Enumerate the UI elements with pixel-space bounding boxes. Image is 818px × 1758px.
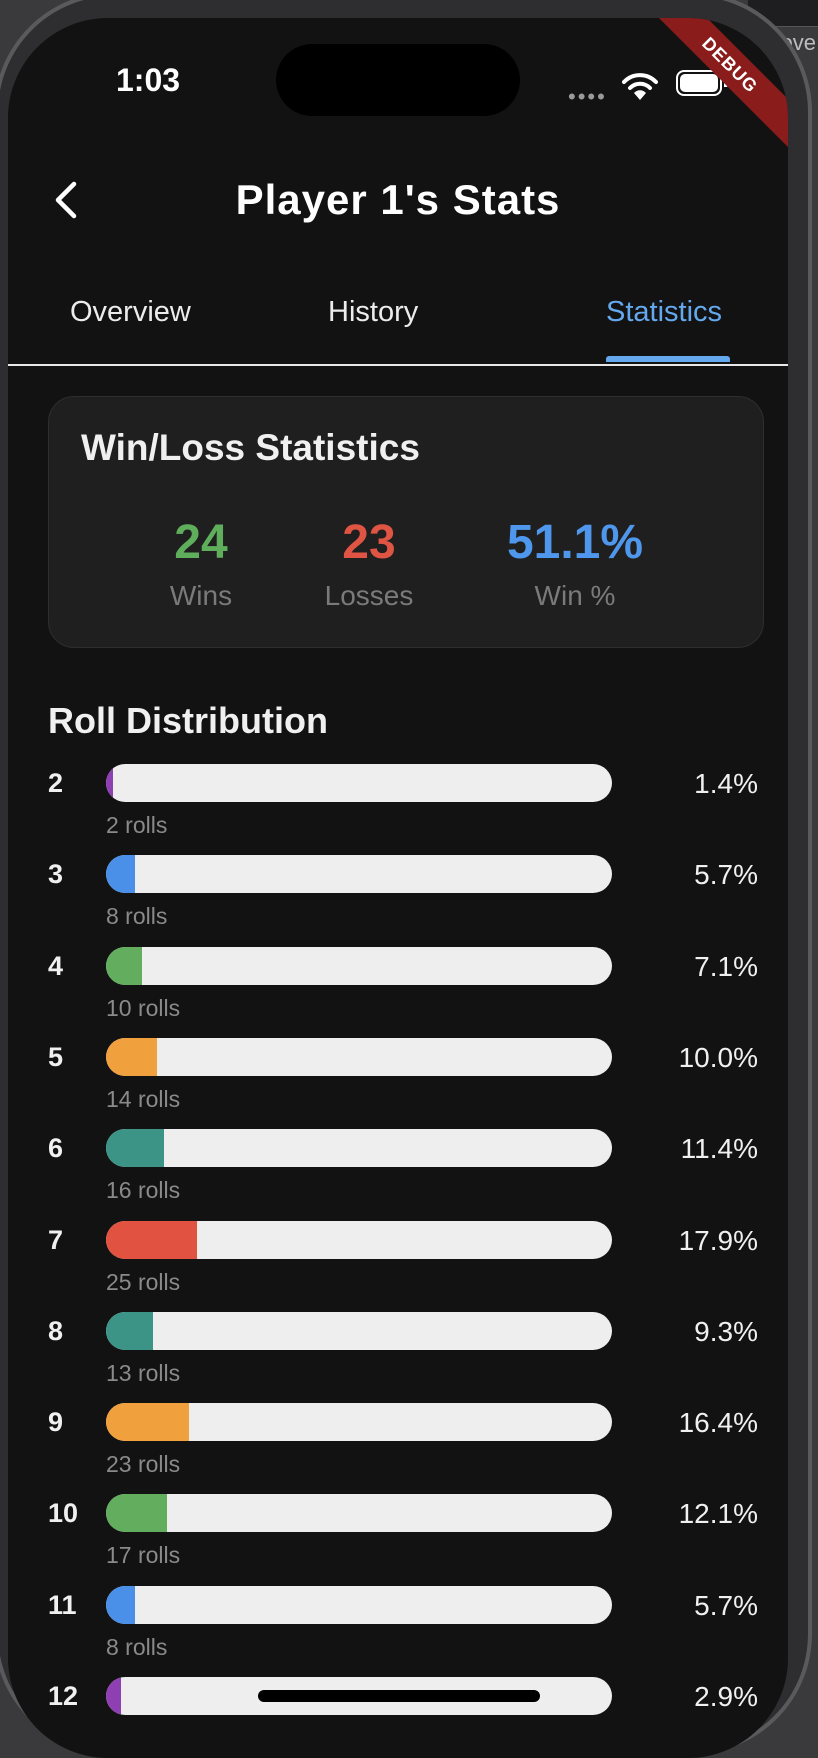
- roll-bar-fill: [106, 1585, 135, 1624]
- roll-number: 3: [48, 859, 64, 890]
- roll-row: 7 25 rolls 17.9%: [8, 1220, 788, 1311]
- roll-row: 2 2 rolls 1.4%: [8, 764, 788, 854]
- roll-bar-track: [106, 1311, 612, 1350]
- roll-bar-fill: [106, 1677, 121, 1715]
- win-pct-stat: 51.1% Win %: [475, 515, 675, 612]
- win-pct-label: Win %: [534, 580, 616, 611]
- roll-count: 23 rolls: [106, 1451, 181, 1478]
- roll-number: 12: [48, 1681, 79, 1711]
- tab-overview[interactable]: Overview: [70, 296, 191, 328]
- roll-row: 5 14 rolls 10.0%: [8, 1037, 788, 1128]
- roll-number: 6: [48, 1133, 64, 1164]
- card-title: Win/Loss Statistics: [81, 427, 420, 468]
- roll-bar-track: [106, 764, 612, 802]
- roll-percentage: 9.3%: [694, 1315, 758, 1347]
- wins-value: 24: [174, 516, 228, 569]
- roll-distribution-title: Roll Distribution: [48, 700, 328, 741]
- roll-bar-fill: [106, 1494, 168, 1533]
- roll-bar-track: [106, 1129, 612, 1168]
- roll-percentage: 2.9%: [694, 1681, 758, 1712]
- phone-screen: 1:03 •••• DEBUG Player 1's Stats Overvie…: [8, 18, 788, 1758]
- home-indicator[interactable]: [258, 1690, 540, 1702]
- losses-value: 23: [342, 516, 396, 569]
- roll-bar-fill: [106, 1037, 157, 1076]
- wins-stat: 24 Wins: [101, 515, 301, 612]
- debug-banner-label: DEBUG: [633, 18, 788, 162]
- roll-bar-fill: [106, 1311, 154, 1350]
- roll-percentage: 11.4%: [680, 1133, 758, 1165]
- roll-percentage: 7.1%: [694, 950, 758, 982]
- roll-bar-fill: [106, 764, 114, 802]
- roll-percentage: 12.1%: [678, 1498, 758, 1530]
- cellular-signal-icon: ••••: [568, 84, 607, 109]
- roll-percentage: 17.9%: [678, 1224, 758, 1256]
- losses-label: Losses: [324, 580, 414, 611]
- roll-row: 3 8 rolls 5.7%: [8, 855, 788, 945]
- roll-bar-track: [106, 1585, 612, 1624]
- roll-number: 2: [48, 768, 64, 798]
- roll-bar-track: [106, 1403, 612, 1442]
- app-bar: Player 1's Stats: [8, 148, 788, 248]
- roll-bar-track: [106, 1037, 612, 1076]
- roll-percentage: 16.4%: [678, 1407, 758, 1439]
- roll-percentage: 5.7%: [694, 859, 758, 891]
- roll-count: 8 rolls: [106, 1633, 168, 1660]
- tab-history[interactable]: History: [328, 296, 419, 328]
- roll-row: 6 16 rolls 11.4%: [8, 1129, 788, 1219]
- battery-icon: [676, 70, 722, 96]
- roll-count: 14 rolls: [106, 1085, 181, 1112]
- win-pct-value: 51.1%: [506, 516, 644, 569]
- roll-count: 8 rolls: [106, 903, 168, 930]
- tab-bar: Overview History Statistics: [8, 268, 788, 366]
- roll-count: 17 rolls: [106, 1542, 181, 1569]
- dynamic-island: [276, 44, 520, 116]
- wifi-icon: [622, 73, 658, 100]
- roll-row: 8 13 rolls 9.3%: [8, 1311, 788, 1402]
- back-arrow-icon[interactable]: [48, 180, 88, 220]
- roll-bar-track: [106, 855, 612, 894]
- status-time: 1:03: [116, 62, 181, 98]
- roll-percentage: 1.4%: [694, 768, 758, 799]
- wins-label: Wins: [169, 580, 233, 611]
- roll-count: 25 rolls: [106, 1268, 181, 1295]
- roll-bar-track: [106, 1220, 612, 1259]
- roll-number: 7: [48, 1224, 64, 1255]
- roll-number: 5: [48, 1041, 64, 1072]
- roll-percentage: 10.0%: [678, 1041, 758, 1073]
- losses-stat: 23 Losses: [269, 515, 469, 612]
- page-title: Player 1's Stats: [235, 176, 561, 223]
- roll-count: 10 rolls: [106, 994, 181, 1021]
- tab-indicator: [606, 356, 730, 362]
- win-loss-card: Win/Loss Statistics 24 Wins 23 Losses 51…: [48, 396, 764, 648]
- roll-number: 11: [48, 1589, 77, 1620]
- roll-row: 11 8 rolls 5.7%: [8, 1585, 788, 1676]
- roll-bar-fill: [106, 1403, 189, 1442]
- roll-number: 9: [48, 1407, 64, 1438]
- roll-bar-fill: [106, 1220, 197, 1259]
- roll-number: 4: [48, 950, 64, 981]
- tab-statistics[interactable]: Statistics: [606, 296, 723, 328]
- roll-bar-fill: [106, 946, 142, 985]
- roll-row: 9 23 rolls 16.4%: [8, 1403, 788, 1493]
- roll-bar-fill: [106, 855, 135, 894]
- roll-count: 2 rolls: [106, 812, 168, 838]
- roll-bar-track: [106, 946, 612, 985]
- roll-percentage: 5.7%: [694, 1589, 758, 1621]
- roll-number: 10: [48, 1498, 79, 1529]
- roll-bar-fill: [106, 1129, 164, 1168]
- roll-row: 4 10 rolls 7.1%: [8, 946, 788, 1037]
- roll-bar-track: [106, 1494, 612, 1533]
- roll-count: 16 rolls: [106, 1177, 181, 1204]
- roll-row: 10 17 rolls 12.1%: [8, 1494, 788, 1584]
- roll-number: 8: [48, 1315, 64, 1346]
- roll-count: 13 rolls: [106, 1359, 181, 1386]
